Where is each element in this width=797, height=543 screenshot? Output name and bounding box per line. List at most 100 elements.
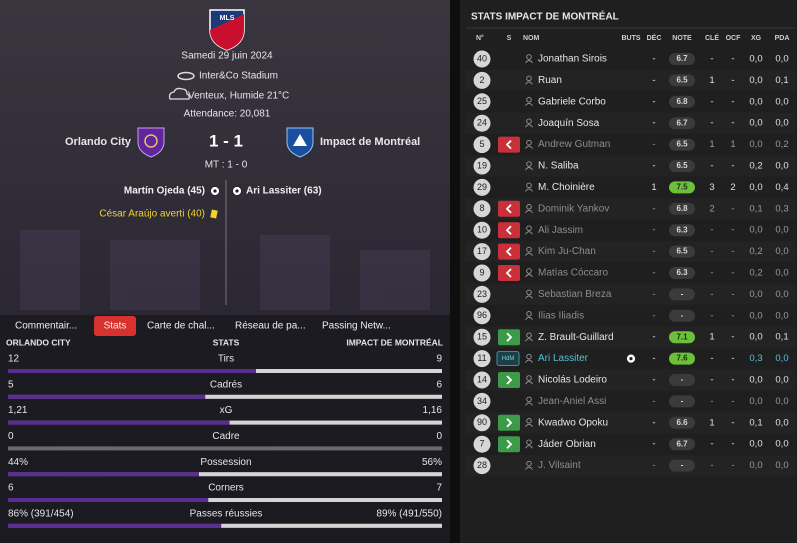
event-text: César Araújo averti (40) (99, 209, 205, 220)
event-text: Ari Lassiter (63) (246, 186, 322, 197)
stat-bar-home (8, 498, 209, 502)
player-name[interactable]: Gabriele Corbo (538, 96, 606, 107)
stat-home: 86% (391/454) (8, 508, 74, 519)
stat-ocf: 2 (730, 182, 735, 193)
player-name[interactable]: N. Saliba (538, 161, 579, 172)
number-badge (473, 392, 491, 410)
number-badge (473, 200, 491, 218)
player-name[interactable]: Andrew Gutman (538, 139, 610, 150)
rating: 6.8 (676, 97, 688, 106)
motm-badge-text: HdM (502, 356, 515, 362)
stat-cle: - (710, 246, 713, 257)
avatar-head (526, 118, 532, 124)
number-badge (473, 178, 491, 196)
player-name[interactable]: Kim Ju-Chan (538, 246, 596, 257)
tab[interactable]: Commentair... (15, 321, 77, 332)
event-text: Martín Ojeda (45) (124, 186, 205, 197)
row-stripe (465, 112, 795, 134)
shirt-number: 15 (477, 332, 487, 342)
stat-ocf: - (731, 118, 734, 129)
stat-xg: 0,0 (749, 139, 762, 150)
stat-pda: 0,0 (775, 54, 788, 65)
stat-ocf: - (731, 268, 734, 279)
player-name[interactable]: Nicolás Lodeiro (538, 375, 607, 386)
avatar-head (526, 225, 532, 231)
player-name[interactable]: Ilias Iliadis (538, 310, 584, 321)
stat-pda: 0,0 (775, 268, 788, 279)
player-name[interactable]: M. Choinière (538, 182, 595, 193)
avatar-body (525, 167, 533, 171)
player-name[interactable]: Kwadwo Opoku (538, 417, 608, 428)
player-name[interactable]: Joaquín Sosa (538, 118, 600, 129)
tab[interactable]: Carte de chal... (147, 321, 215, 332)
tab[interactable]: Passing Netw... (322, 321, 391, 332)
stat-dec: - (652, 246, 655, 257)
player-name[interactable]: Jonathan Sirois (538, 54, 607, 65)
column-header: DÉC (647, 33, 662, 42)
player-name[interactable]: Jean-Aniel Assi (538, 396, 606, 407)
player-name[interactable]: Sebastian Breza (538, 289, 612, 300)
stat-bar-home (8, 472, 199, 477)
sub-arrow (505, 204, 512, 214)
stats-header: IMPACT DE MONTRÉAL (346, 337, 443, 347)
stats-header: ORLANDO CITY (6, 337, 71, 347)
stat-pda: 0,1 (775, 75, 788, 86)
shirt-number: 90 (477, 417, 487, 427)
stat-cle: 2 (709, 203, 714, 214)
stat-label: Corners (208, 483, 244, 494)
player-name[interactable]: Ruan (538, 75, 562, 86)
goal-icon-patch (213, 189, 217, 193)
stat-bar-track (8, 446, 442, 451)
stat-pda: 0,0 (775, 460, 788, 471)
player-name[interactable]: J. Vilsaint (538, 460, 581, 471)
rating-pill (669, 416, 695, 429)
stat-cle: - (710, 310, 713, 321)
stat-pda: 0,0 (775, 289, 788, 300)
avatar-body (525, 188, 533, 192)
stat-xg: 0,0 (749, 310, 762, 321)
stat-dec: - (652, 310, 655, 321)
avatar-head (526, 182, 532, 189)
shirt-number: 19 (477, 160, 487, 170)
number-badge (473, 371, 491, 389)
rating-pill (669, 95, 695, 108)
rating: - (681, 397, 684, 406)
home-crest (137, 127, 165, 158)
player-name[interactable]: Matías Cóccaro (538, 268, 608, 279)
player-name[interactable]: Dominik Yankov (538, 203, 609, 214)
rating: - (681, 311, 684, 320)
rating-pill (669, 374, 695, 386)
stat-dec: 1 (651, 182, 656, 193)
player-name[interactable]: Ari Lassiter (538, 353, 589, 364)
shirt-number: 25 (477, 96, 487, 106)
player-stats-title: STATS IMPACT DE MONTRÉAL (471, 10, 619, 23)
stat-dec: - (652, 96, 655, 107)
rating-pill (669, 160, 695, 172)
rating-pill (669, 224, 695, 237)
rating-pill (669, 74, 695, 87)
player-name[interactable]: Ali Jassim (538, 225, 583, 236)
rating: 6.6 (676, 418, 688, 427)
stat-pda: 0,0 (775, 161, 788, 172)
avatar-body (525, 60, 533, 64)
row-stripe (465, 241, 795, 263)
player-name[interactable]: Jáder Obrian (538, 439, 596, 450)
stat-bar-home (8, 369, 256, 373)
stat-pda: 0,0 (775, 96, 788, 107)
tab[interactable]: Réseau de pa... (235, 321, 306, 332)
rating-pill (669, 53, 695, 65)
tab[interactable]: Stats (104, 321, 127, 332)
stat-away: 9 (436, 354, 442, 365)
stat-label: Passes réussies (190, 508, 263, 519)
stat-xg: 0,0 (749, 182, 762, 193)
league-logo: MLS (209, 9, 245, 51)
avatar-body (525, 274, 533, 278)
stat-ocf: 1 (730, 139, 735, 150)
player-name[interactable]: Z. Brault-Guillard (538, 332, 614, 343)
avatar-head (526, 289, 532, 296)
avatar-head (526, 97, 532, 103)
rating: 6.3 (676, 225, 688, 234)
stat-away: 89% (491/550) (376, 508, 442, 519)
stat-xg: 0,2 (749, 268, 762, 279)
stat-dec: - (652, 118, 655, 129)
